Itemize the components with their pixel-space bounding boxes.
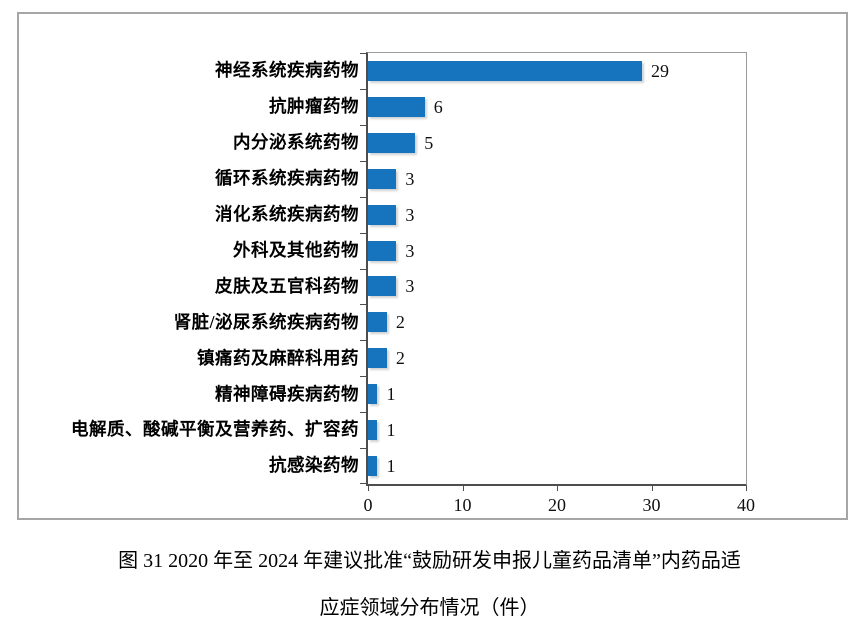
category-label: 消化系统疾病药物 bbox=[215, 203, 359, 224]
bar-row: 抗感染药物 1 bbox=[269, 448, 746, 484]
y-axis-tick bbox=[360, 268, 366, 270]
figure-caption-line1: 图 31 2020 年至 2024 年建议批准“鼓励研发申报儿童药品清单”内药品… bbox=[118, 550, 741, 572]
figure-chart-box: 神经系统疾病药物 29 抗肿瘤药物 6 内分泌系统药物 5 循环系统疾病药物 3 消化系统疾病药… bbox=[17, 12, 848, 520]
y-axis-tick bbox=[360, 412, 366, 414]
y-axis-tick bbox=[360, 340, 366, 342]
bar bbox=[368, 312, 387, 333]
y-axis-tick bbox=[360, 448, 366, 450]
bar bbox=[368, 276, 397, 297]
bar bbox=[368, 60, 643, 81]
bar-value-label: 29 bbox=[651, 60, 670, 81]
category-label: 神经系统疾病药物 bbox=[215, 60, 359, 81]
y-axis-tick bbox=[360, 53, 366, 54]
bar bbox=[368, 96, 425, 117]
bar bbox=[368, 456, 378, 477]
bar-value-label: 5 bbox=[424, 132, 434, 153]
y-axis-tick bbox=[360, 196, 366, 198]
category-label: 内分泌系统药物 bbox=[233, 132, 359, 153]
bar-row: 神经系统疾病药物 29 bbox=[215, 53, 746, 89]
bar bbox=[368, 348, 387, 369]
x-axis-tick bbox=[368, 486, 369, 491]
category-label: 肾脏/泌尿系统疾病药物 bbox=[173, 311, 359, 332]
bar bbox=[368, 420, 378, 441]
x-axis-tick bbox=[746, 486, 747, 491]
bar-value-label: 3 bbox=[405, 204, 415, 225]
bar-value-label: 2 bbox=[395, 312, 405, 333]
x-axis-tick-label: 30 bbox=[642, 495, 661, 515]
x-axis-tick bbox=[651, 486, 653, 491]
bar-row: 消化系统疾病药物 3 bbox=[215, 197, 746, 233]
bar bbox=[368, 132, 416, 153]
x-axis-tick-label: 10 bbox=[453, 495, 472, 515]
category-label: 电解质、酸碱平衡及营养药、扩容药 bbox=[71, 419, 359, 440]
category-label: 循环系统疾病药物 bbox=[215, 167, 359, 188]
category-label: 抗肿瘤药物 bbox=[269, 96, 359, 117]
figure-caption-line2: 应症领域分布情况（件） bbox=[319, 597, 540, 619]
plot-area: 神经系统疾病药物 29 抗肿瘤药物 6 内分泌系统药物 5 循环系统疾病药物 3 消化系统疾病药… bbox=[71, 52, 755, 514]
category-label: 镇痛药及麻醉科用药 bbox=[197, 347, 359, 368]
bar-value-label: 1 bbox=[386, 456, 396, 477]
bar-row: 抗肿瘤药物 6 bbox=[269, 89, 746, 125]
y-axis-tick bbox=[360, 232, 366, 234]
bar-row: 皮肤及五官科药物 3 bbox=[215, 269, 746, 305]
bar-value-label: 6 bbox=[433, 96, 443, 117]
bar-row: 电解质、酸碱平衡及营养药、扩容药 1 bbox=[71, 412, 746, 448]
bar-value-label: 3 bbox=[405, 276, 415, 297]
bar bbox=[368, 240, 397, 261]
bar-value-label: 1 bbox=[386, 384, 396, 405]
bar-value-label: 3 bbox=[405, 240, 415, 261]
bar bbox=[368, 168, 397, 189]
y-axis-tick bbox=[360, 160, 366, 162]
x-axis-tick-label: 40 bbox=[737, 495, 755, 515]
bar-row: 循环系统疾病药物 3 bbox=[215, 161, 746, 197]
y-axis-tick bbox=[360, 304, 366, 306]
bar-row: 肾脏/泌尿系统疾病药物 2 bbox=[174, 304, 746, 340]
y-axis-tick bbox=[360, 376, 366, 378]
bar-row: 外科及其他药物 3 bbox=[233, 233, 746, 269]
bar bbox=[368, 384, 378, 405]
x-axis-tick-label: 0 bbox=[363, 495, 373, 515]
x-axis-tick-label: 20 bbox=[548, 495, 566, 515]
category-label: 精神障碍疾病药物 bbox=[215, 383, 359, 404]
bar-value-label: 1 bbox=[386, 420, 396, 441]
y-axis-tick bbox=[360, 483, 366, 484]
x-axis-tick bbox=[462, 486, 464, 491]
bar-row: 精神障碍疾病药物 1 bbox=[215, 376, 746, 412]
bar-row: 内分泌系统药物 5 bbox=[233, 125, 746, 161]
category-label: 抗感染药物 bbox=[269, 455, 359, 476]
bar-value-label: 2 bbox=[395, 348, 405, 369]
x-axis-tick bbox=[557, 486, 558, 491]
bar-row: 镇痛药及麻醉科用药 2 bbox=[197, 340, 746, 376]
bar-value-label: 3 bbox=[405, 168, 415, 189]
category-label: 外科及其他药物 bbox=[233, 239, 359, 260]
category-label: 皮肤及五官科药物 bbox=[215, 275, 359, 296]
bar bbox=[368, 204, 397, 225]
y-axis-tick bbox=[360, 124, 366, 126]
y-axis-tick bbox=[360, 88, 366, 90]
